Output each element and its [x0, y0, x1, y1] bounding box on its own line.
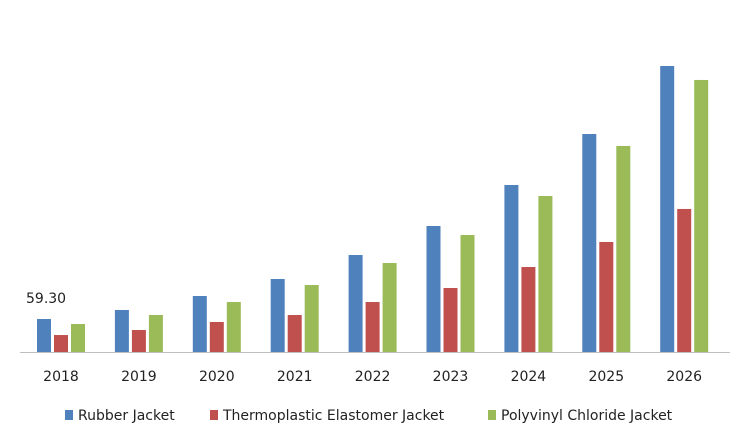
- bar: [426, 226, 441, 352]
- bar: [677, 208, 692, 352]
- bar: [694, 79, 709, 352]
- legend-label: Thermoplastic Elastomer Jacket: [222, 408, 445, 424]
- bar: [348, 254, 363, 352]
- bar: [504, 184, 519, 352]
- bar: [148, 314, 163, 352]
- x-tick-label: 2018: [43, 369, 79, 385]
- bar: [131, 330, 146, 352]
- bar: [582, 134, 597, 352]
- bar: [54, 335, 68, 352]
- legend-swatch: [488, 410, 496, 420]
- bar: [226, 302, 241, 352]
- bar: [270, 278, 285, 352]
- legend-label: Polyvinyl Chloride Jacket: [501, 408, 673, 424]
- legend-label: Rubber Jacket: [78, 408, 175, 424]
- bar: [382, 263, 397, 352]
- bar: [37, 318, 51, 352]
- bar: [460, 235, 475, 352]
- x-tick-label: 2024: [511, 369, 547, 385]
- bar: [304, 284, 319, 352]
- bar: [538, 196, 553, 352]
- bar: [192, 296, 207, 352]
- value-label: 59.30: [26, 291, 66, 307]
- bar: [521, 267, 536, 352]
- x-tick-label: 2023: [433, 369, 469, 385]
- legend-swatch: [210, 410, 218, 420]
- legend-swatch: [65, 410, 73, 420]
- bar: [660, 66, 675, 352]
- bar: [287, 314, 302, 352]
- x-tick-label: 2019: [121, 369, 157, 385]
- x-tick-label: 2021: [277, 369, 313, 385]
- x-tick-label: 2026: [666, 369, 702, 385]
- x-tick-label: 2025: [588, 369, 624, 385]
- bar: [599, 241, 614, 352]
- bar: [71, 324, 85, 352]
- bar: [616, 145, 631, 352]
- bar: [443, 287, 458, 352]
- x-tick-label: 2020: [199, 369, 235, 385]
- x-tick-label: 2022: [355, 369, 391, 385]
- bar: [365, 302, 380, 352]
- bar: [209, 322, 224, 352]
- bar: [114, 309, 129, 352]
